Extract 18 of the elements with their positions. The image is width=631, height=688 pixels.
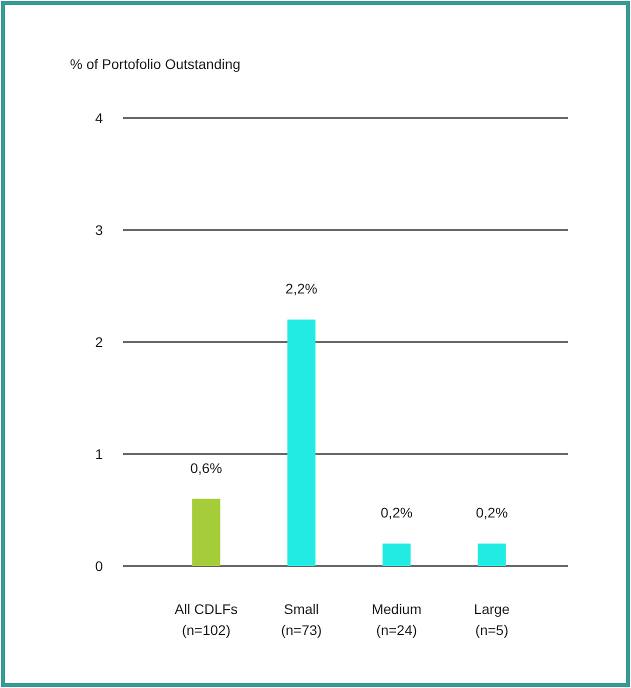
data-label: 0,2% xyxy=(380,504,413,521)
x-tick-label: All CDLFs (n=102) xyxy=(174,601,238,638)
y-tick-label: 3 xyxy=(95,222,104,238)
x-tick-label: Small (n=73) xyxy=(280,601,322,638)
y-tick-label: 1 xyxy=(95,446,104,462)
y-tick-label: 4 xyxy=(95,110,104,126)
data-label: 0,6% xyxy=(190,460,222,476)
bar xyxy=(192,498,220,566)
chart-title: % of Portofolio Outstanding xyxy=(70,56,240,72)
x-tick-label: Large (n=5) xyxy=(474,601,510,638)
bar xyxy=(287,320,316,566)
y-tick-label: 2 xyxy=(95,334,104,350)
bar xyxy=(478,544,506,566)
x-tick-label: Medium (n=24) xyxy=(372,601,422,638)
y-tick-label: 0 xyxy=(95,558,104,574)
data-label: 2,2% xyxy=(285,280,318,297)
bar xyxy=(382,544,411,566)
data-label: 0,2% xyxy=(476,504,508,521)
